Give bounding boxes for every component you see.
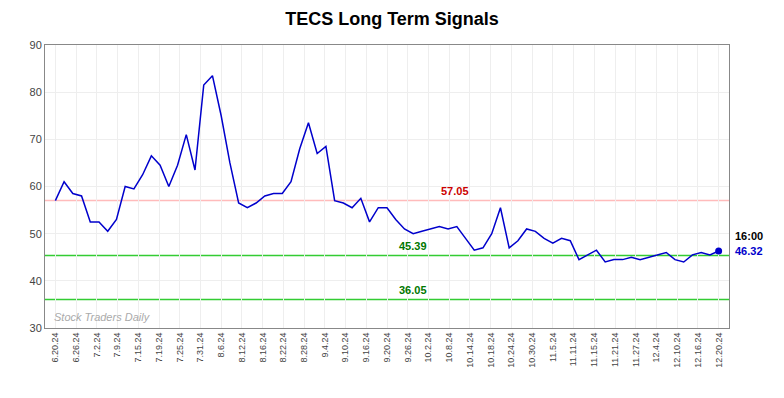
svg-text:6.20.24: 6.20.24 bbox=[50, 333, 60, 363]
svg-text:10.30.24: 10.30.24 bbox=[527, 333, 537, 368]
svg-text:10.14.24: 10.14.24 bbox=[465, 333, 475, 368]
svg-text:46.32: 46.32 bbox=[735, 245, 763, 257]
svg-text:11.21.24: 11.21.24 bbox=[610, 333, 620, 367]
svg-text:11.15.24: 11.15.24 bbox=[589, 333, 599, 367]
svg-text:10.24.24: 10.24.24 bbox=[506, 333, 516, 368]
svg-text:57.05: 57.05 bbox=[441, 185, 469, 197]
svg-text:11.27.24: 11.27.24 bbox=[631, 333, 641, 367]
svg-text:36.05: 36.05 bbox=[399, 284, 427, 296]
svg-text:10.18.24: 10.18.24 bbox=[486, 333, 496, 368]
svg-text:9.10.24: 9.10.24 bbox=[340, 333, 350, 363]
svg-text:8.12.24: 8.12.24 bbox=[237, 333, 247, 363]
svg-text:90: 90 bbox=[30, 39, 42, 51]
svg-text:10.2.24: 10.2.24 bbox=[423, 333, 433, 363]
svg-text:60: 60 bbox=[30, 180, 42, 192]
svg-text:7.9.24: 7.9.24 bbox=[112, 333, 122, 358]
svg-text:70: 70 bbox=[30, 133, 42, 145]
svg-text:40: 40 bbox=[30, 275, 42, 287]
svg-text:8.6.24: 8.6.24 bbox=[216, 333, 226, 358]
svg-text:30: 30 bbox=[30, 322, 42, 334]
svg-text:7.19.24: 7.19.24 bbox=[154, 333, 164, 363]
svg-text:6.26.24: 6.26.24 bbox=[71, 333, 81, 363]
svg-text:45.39: 45.39 bbox=[399, 240, 427, 252]
svg-text:7.25.24: 7.25.24 bbox=[175, 333, 185, 363]
svg-text:80: 80 bbox=[30, 86, 42, 98]
svg-text:9.16.24: 9.16.24 bbox=[361, 333, 371, 363]
svg-text:8.22.24: 8.22.24 bbox=[278, 333, 288, 363]
svg-text:8.28.24: 8.28.24 bbox=[299, 333, 309, 363]
svg-text:12.4.24: 12.4.24 bbox=[651, 333, 661, 363]
svg-text:7.2.24: 7.2.24 bbox=[92, 333, 102, 358]
svg-text:11.5.24: 11.5.24 bbox=[548, 333, 558, 362]
svg-text:12.20.24: 12.20.24 bbox=[714, 333, 724, 368]
svg-text:11.11.24: 11.11.24 bbox=[568, 333, 578, 367]
svg-text:8.16.24: 8.16.24 bbox=[258, 333, 268, 363]
svg-text:TECS Long Term Signals: TECS Long Term Signals bbox=[285, 9, 499, 29]
svg-text:Stock Traders Daily: Stock Traders Daily bbox=[54, 311, 151, 323]
svg-text:9.20.24: 9.20.24 bbox=[382, 333, 392, 363]
svg-text:50: 50 bbox=[30, 228, 42, 240]
svg-text:10.8.24: 10.8.24 bbox=[444, 333, 454, 363]
svg-text:9.26.24: 9.26.24 bbox=[403, 333, 413, 363]
svg-text:7.15.24: 7.15.24 bbox=[133, 333, 143, 363]
svg-text:16:00: 16:00 bbox=[735, 230, 763, 242]
svg-text:12.16.24: 12.16.24 bbox=[693, 333, 703, 368]
svg-text:7.31.24: 7.31.24 bbox=[195, 333, 205, 363]
svg-text:12.10.24: 12.10.24 bbox=[672, 333, 682, 368]
svg-text:9.4.24: 9.4.24 bbox=[320, 333, 330, 358]
